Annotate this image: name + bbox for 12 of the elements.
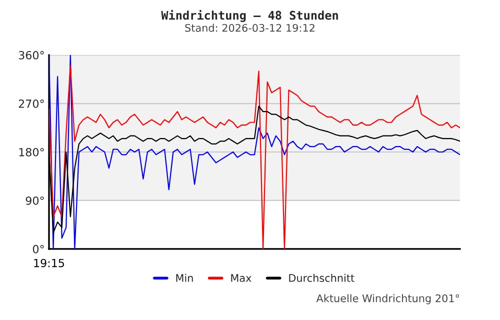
legend-label: Min: [176, 274, 193, 282]
legend-label: Max: [231, 274, 252, 282]
text: 19:15: [34, 258, 64, 268]
y-tick-label: 90°: [26, 196, 44, 205]
y-tick-label: 0°: [32, 244, 44, 254]
y-tick-label: 270°: [18, 99, 44, 108]
text: Aktuelle Windrichtung 201°: [316, 294, 460, 304]
chart-subtitle: Stand: 2026-03-12 19:12: [185, 24, 314, 32]
y-tick-label: 180°: [19, 148, 44, 156]
legend-label: Durchschnitt: [289, 274, 354, 282]
y-tick-label: 360°: [18, 51, 44, 60]
chart-title: Windrichtung – 48 Stunden: [161, 10, 338, 22]
